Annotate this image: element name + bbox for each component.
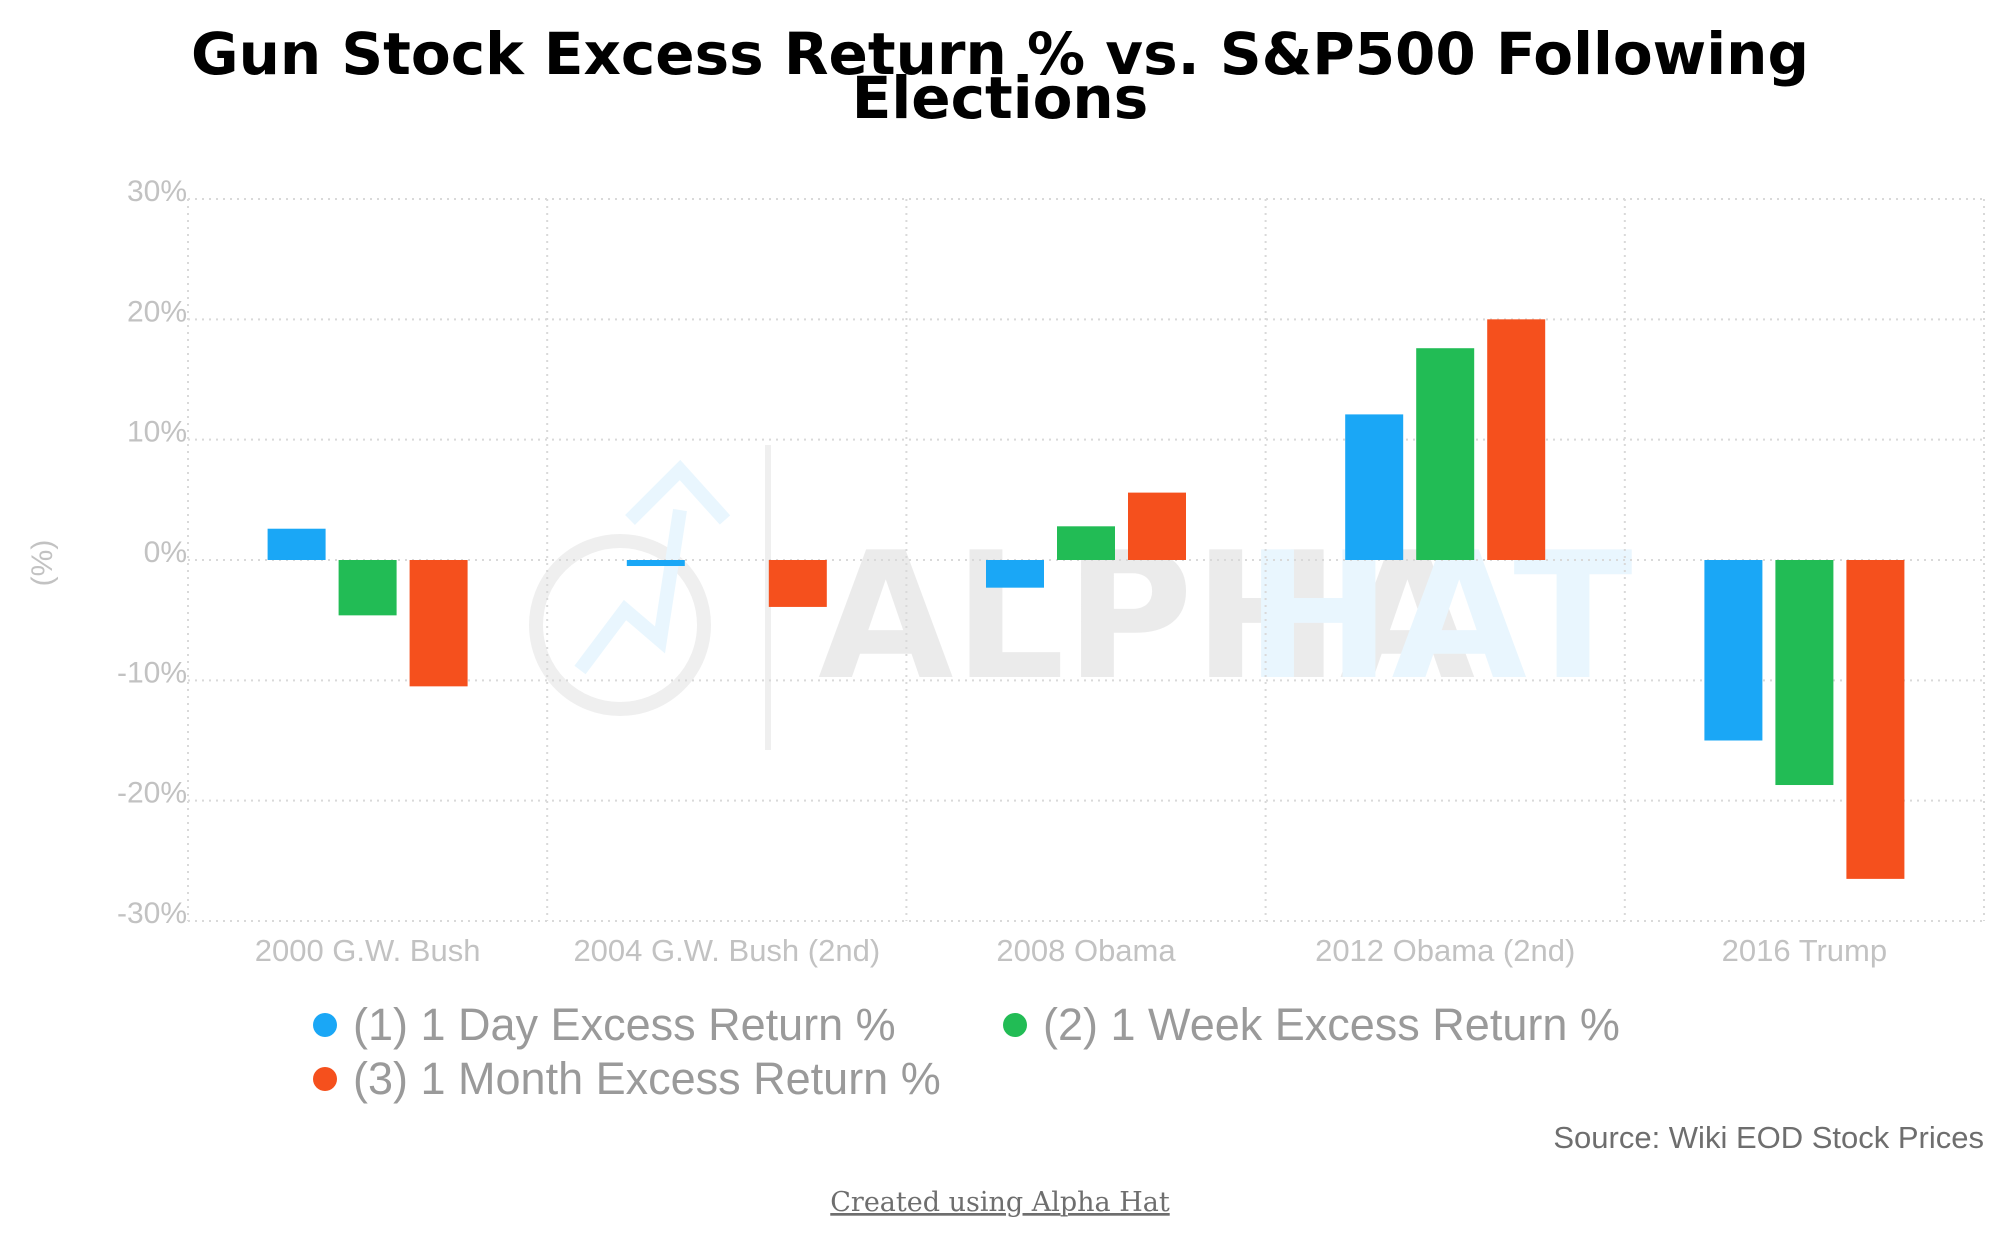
x-tick-label: 2000 G.W. Bush (255, 933, 481, 968)
bar-series-3-cat-2[interactable] (768, 560, 827, 607)
bar-series-2-cat-5[interactable] (1775, 560, 1834, 786)
watermark-logo-arrowhead (625, 459, 731, 525)
bar-series-2-cat-4[interactable] (1416, 348, 1475, 560)
y-axis-label: (%) (26, 540, 59, 587)
legend-label-series-1[interactable]: (1) 1 Day Excess Return % (353, 999, 896, 1050)
y-tick-labels: 30% 20% 10% 0% -10% -20% -30% (117, 175, 187, 930)
x-tick-label: 2012 Obama (2nd) (1315, 933, 1575, 968)
y-tick-label: 0% (144, 536, 187, 569)
legend-label-series-3[interactable]: (3) 1 Month Excess Return % (353, 1053, 941, 1104)
y-tick-label: 20% (127, 295, 187, 328)
legend-label-series-2[interactable]: (2) 1 Week Excess Return % (1043, 999, 1620, 1050)
bar-series-1-cat-2[interactable] (626, 560, 685, 567)
y-tick-label: -10% (117, 656, 187, 689)
x-tick-label: 2016 Trump (1722, 933, 1887, 968)
legend: (1) 1 Day Excess Return % (2) 1 Week Exce… (313, 999, 1620, 1104)
chart-title: Gun Stock Excess Return % vs. S&P500 Fol… (191, 20, 1809, 132)
legend-marker-series-2[interactable] (1003, 1013, 1027, 1037)
watermark-logo-ring (529, 534, 711, 716)
bar-series-3-cat-4[interactable] (1487, 319, 1546, 560)
bar-series-3-cat-5[interactable] (1846, 560, 1905, 879)
bar-series-2-cat-3[interactable] (1057, 526, 1115, 560)
watermark-logo-arrow (574, 508, 687, 675)
y-tick-label: 30% (127, 175, 187, 208)
bar-series-1-cat-5[interactable] (1704, 560, 1763, 741)
bar-series-3-cat-3[interactable] (1128, 492, 1186, 560)
bar-series-1-cat-1[interactable] (267, 528, 326, 560)
legend-marker-series-1[interactable] (313, 1013, 337, 1037)
bar-series-1-cat-3[interactable] (986, 560, 1044, 588)
chart-title-line-2: Elections (852, 64, 1149, 132)
legend-marker-series-3[interactable] (313, 1067, 337, 1091)
source-label: Source: Wiki EOD Stock Prices (1553, 1120, 1984, 1155)
x-tick-label: 2008 Obama (996, 933, 1176, 968)
bar-series-3-cat-1[interactable] (409, 560, 468, 687)
y-tick-label: -20% (117, 777, 187, 810)
bar-series-2-cat-1[interactable] (338, 560, 397, 616)
y-tick-label: -30% (117, 897, 187, 930)
created-using-link[interactable]: Created using Alpha Hat (830, 1187, 1170, 1218)
x-tick-labels: 2000 G.W. Bush 2004 G.W. Bush (2nd) 2008 O… (255, 933, 1887, 968)
y-tick-label: 10% (127, 416, 187, 449)
bars-layer (267, 319, 1905, 879)
chart-title-line-1: Gun Stock Excess Return % vs. S&P500 Fol… (191, 20, 1809, 88)
bar-series-1-cat-4[interactable] (1345, 414, 1404, 560)
x-tick-label: 2004 G.W. Bush (2nd) (573, 933, 880, 968)
